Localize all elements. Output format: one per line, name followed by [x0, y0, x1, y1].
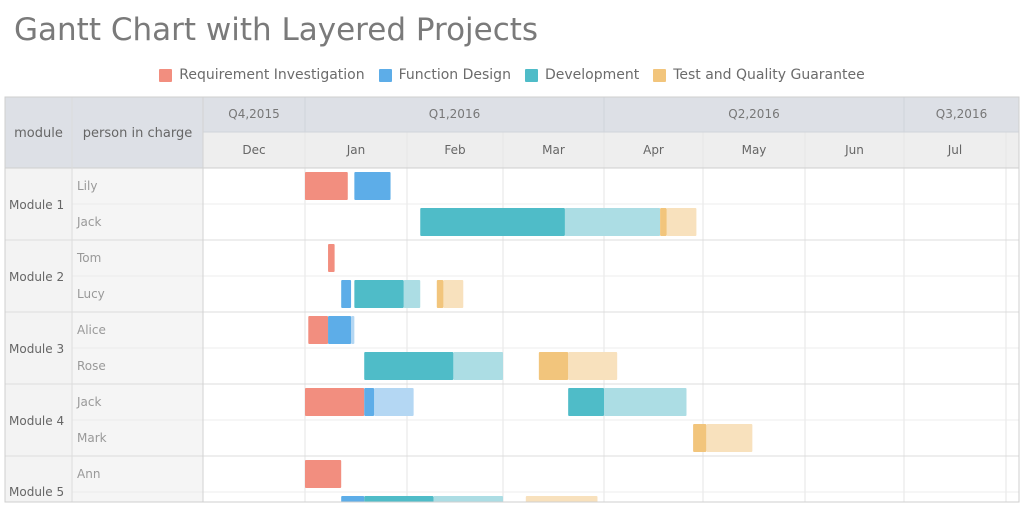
person-label: Rose: [77, 359, 106, 373]
person-label: Alice: [77, 323, 106, 337]
person-label: Mark: [77, 431, 107, 445]
legend-swatch: [159, 68, 173, 82]
quarter-label: Q2,2016: [728, 107, 779, 121]
task-bar: [436, 280, 444, 308]
module-label: Module 2: [9, 270, 64, 284]
task-bar-remaining: [374, 388, 414, 416]
task-bar-remaining: [564, 208, 661, 236]
task-bar: [308, 316, 329, 344]
legend-item-test-quality[interactable]: Test and Quality Guarantee: [653, 66, 865, 84]
task-bar: [538, 352, 569, 380]
legend-label: Test and Quality Guarantee: [673, 67, 865, 83]
chart-title: Gantt Chart with Layered Projects: [14, 12, 539, 48]
task-bar: [305, 388, 365, 416]
task-bar: [354, 172, 391, 200]
module-header: module: [14, 126, 63, 141]
legend-swatch: [378, 68, 392, 82]
task-bar: [660, 208, 667, 236]
bottom-mask: [0, 502, 1024, 507]
month-label: Jan: [346, 143, 366, 157]
person-column-background: [72, 168, 203, 502]
quarter-label: Q3,2016: [936, 107, 987, 121]
month-label: Apr: [643, 143, 664, 157]
task-bar: [420, 208, 565, 236]
module-label: Module 3: [9, 342, 64, 356]
task-bar-remaining: [351, 316, 355, 344]
task-bar: [328, 316, 352, 344]
module-label: Module 1: [9, 198, 64, 212]
legend-item-requirement-investigation[interactable]: Requirement Investigation: [159, 66, 365, 84]
task-bar-remaining: [568, 352, 618, 380]
legend-label: Requirement Investigation: [179, 67, 365, 83]
task-bar: [328, 244, 335, 272]
person-label: Lily: [77, 179, 97, 193]
month-label: Mar: [542, 143, 565, 157]
task-bar: [305, 172, 348, 200]
month-label: Feb: [444, 143, 465, 157]
task-bar-remaining: [453, 352, 503, 380]
task-bar: [568, 388, 604, 416]
month-label: Jun: [844, 143, 864, 157]
quarter-label: Q1,2016: [429, 107, 480, 121]
task-bar: [305, 460, 342, 488]
month-label: Jul: [947, 143, 962, 157]
legend: Requirement Investigation Function Desig…: [0, 66, 1024, 84]
task-bar-remaining: [604, 388, 687, 416]
person-label: Ann: [77, 467, 100, 481]
task-bar: [364, 352, 454, 380]
legend-swatch: [524, 68, 538, 82]
person-label: Lucy: [77, 287, 105, 301]
module-label: Module 4: [9, 414, 64, 428]
month-header-background: [203, 132, 1019, 168]
person-label: Jack: [76, 215, 101, 229]
legend-label: Development: [544, 67, 640, 83]
task-bar: [354, 280, 404, 308]
person-label: Tom: [76, 251, 101, 265]
legend-item-function-design[interactable]: Function Design: [378, 66, 511, 84]
task-bar-remaining: [706, 424, 753, 452]
month-label: Dec: [242, 143, 265, 157]
quarter-label: Q4,2015: [228, 107, 279, 121]
legend-swatch: [653, 68, 667, 82]
legend-label: Function Design: [398, 67, 511, 83]
person-label: Jack: [76, 395, 101, 409]
person-header: person in charge: [83, 126, 192, 141]
module-label: Module 5: [9, 485, 64, 499]
legend-item-development[interactable]: Development: [524, 66, 640, 84]
task-bar-remaining: [443, 280, 464, 308]
chart-frame: [4, 96, 1020, 503]
task-bar: [693, 424, 707, 452]
task-bar: [364, 388, 375, 416]
month-label: May: [742, 143, 767, 157]
module-column-background: [5, 168, 72, 502]
task-bar-remaining: [666, 208, 697, 236]
task-bar: [341, 280, 352, 308]
task-bar-remaining: [403, 280, 421, 308]
